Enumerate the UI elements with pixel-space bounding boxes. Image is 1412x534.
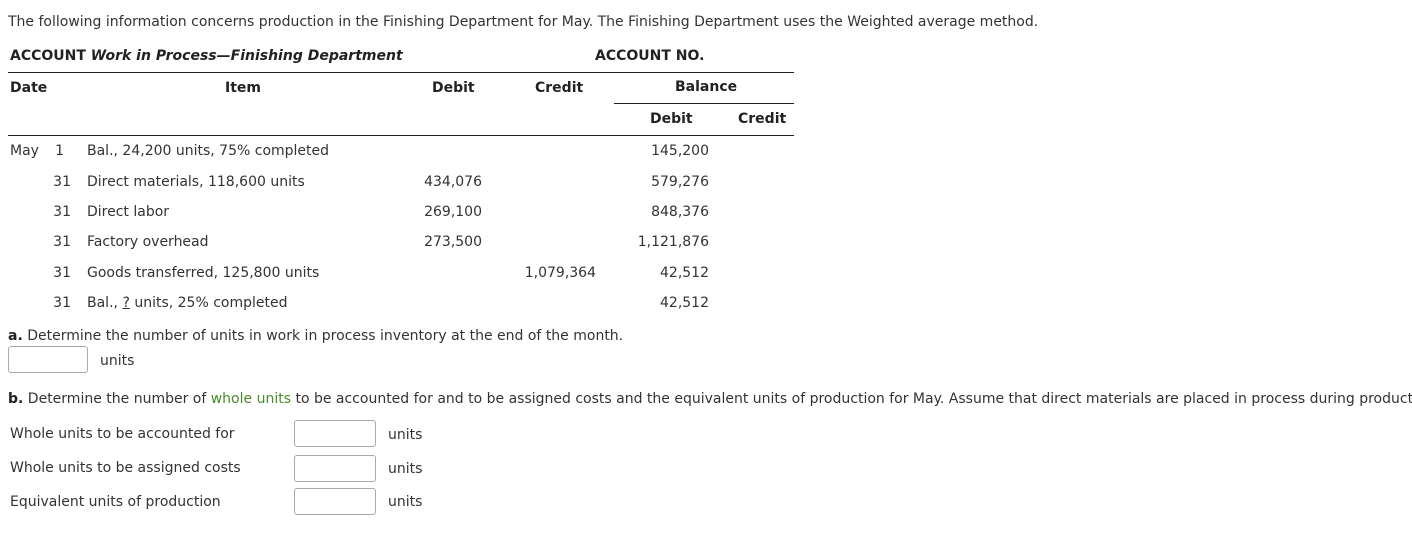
balance-rule	[614, 103, 794, 104]
row-item: Direct materials, 118,600 units	[87, 174, 305, 190]
row-debit: 273,500	[424, 234, 482, 250]
row-balance-debit: 42,512	[660, 295, 709, 311]
part-b-question: b. Determine the number of whole units t…	[8, 391, 1412, 407]
header-date: Date	[10, 80, 48, 96]
row-day: 31	[53, 204, 71, 220]
header-balance: Balance	[675, 79, 738, 95]
equivalent-units-input[interactable]	[294, 488, 376, 515]
row-balance-debit: 145,200	[651, 143, 709, 159]
whole-units-accounted-input[interactable]	[294, 420, 376, 447]
row-item: Goods transferred, 125,800 units	[87, 265, 320, 281]
field-label-equivalent: Equivalent units of production	[10, 494, 221, 510]
part-a-label: a.	[8, 328, 23, 344]
header-balance-debit: Debit	[650, 111, 693, 127]
row-day: 31	[53, 174, 71, 190]
row-day: 31	[53, 265, 71, 281]
whole-units-assigned-input[interactable]	[294, 455, 376, 482]
header-item: Item	[225, 80, 261, 96]
header-bottom-rule	[8, 135, 794, 136]
part-b-text-post: to be accounted for and to be assigned c…	[291, 391, 1412, 407]
wip-units-unit: units	[100, 353, 135, 369]
account-label: ACCOUNT	[10, 48, 86, 64]
table-top-rule	[8, 72, 794, 73]
row-debit: 434,076	[424, 174, 482, 190]
row-item: Bal., ? units, 25% completed	[87, 295, 288, 311]
whole-units-link[interactable]: whole units	[210, 391, 291, 407]
field-unit-accounted: units	[388, 427, 423, 443]
header-balance-credit: Credit	[738, 111, 787, 127]
part-b-label: b.	[8, 391, 24, 407]
intro-text: The following information concerns produ…	[8, 14, 1039, 30]
wip-units-input[interactable]	[8, 346, 88, 373]
account-name: Work in Process—Finishing Department	[90, 48, 403, 64]
row-item-pre: Bal.,	[87, 295, 123, 311]
row-debit: 269,100	[424, 204, 482, 220]
row-balance-debit: 579,276	[651, 174, 709, 190]
part-a-question: a. Determine the number of units in work…	[8, 328, 623, 344]
account-label-row: ACCOUNT Work in Process—Finishing Depart…	[10, 48, 403, 64]
part-a-text: Determine the number of units in work in…	[27, 328, 624, 344]
header-debit: Debit	[432, 80, 475, 96]
row-day: 31	[53, 234, 71, 250]
account-no-label: ACCOUNT NO.	[595, 48, 705, 64]
row-item: Factory overhead	[87, 234, 209, 250]
row-day: 31	[53, 295, 71, 311]
row-day: 1	[55, 143, 64, 159]
row-balance-debit: 1,121,876	[637, 234, 709, 250]
unknown-units-marker: ?	[122, 295, 130, 311]
row-item-post: units, 25% completed	[129, 295, 288, 311]
field-label-assigned: Whole units to be assigned costs	[10, 460, 241, 476]
row-month: May	[10, 143, 39, 159]
row-item: Direct labor	[87, 204, 170, 220]
row-balance-debit: 848,376	[651, 204, 709, 220]
header-credit: Credit	[535, 80, 584, 96]
part-b-text-pre: Determine the number of	[27, 391, 211, 407]
field-unit-assigned: units	[388, 461, 423, 477]
row-balance-debit: 42,512	[660, 265, 709, 281]
row-credit: 1,079,364	[524, 265, 596, 281]
row-item: Bal., 24,200 units, 75% completed	[87, 143, 330, 159]
field-label-accounted: Whole units to be accounted for	[10, 426, 235, 442]
field-unit-equivalent: units	[388, 494, 423, 510]
